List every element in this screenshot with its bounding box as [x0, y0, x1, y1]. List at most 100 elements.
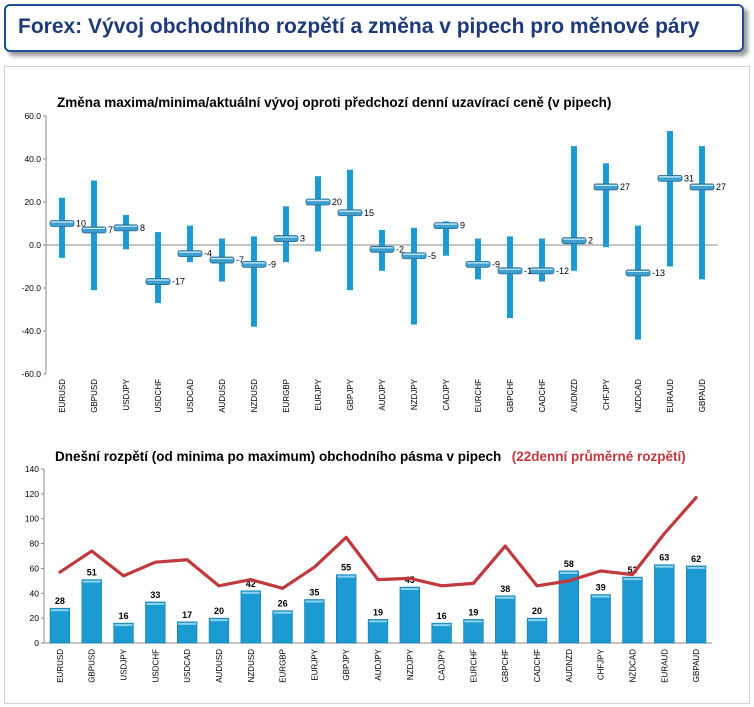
range-bar-highlight [114, 624, 133, 627]
x-tick-label: USDCHF [154, 379, 163, 412]
x-tick-label: NZDJPY [410, 378, 419, 410]
x-tick-label: NZDUSD [247, 649, 256, 683]
current-value-label: 9 [460, 221, 465, 231]
x-tick-label: EURGBP [279, 649, 288, 683]
range-bar-highlight [241, 591, 260, 594]
current-value-label: -12 [556, 266, 569, 276]
bar-chart-average-line [58, 495, 698, 590]
range-bar [347, 169, 353, 291]
range-bar [81, 579, 102, 644]
bar-value-label: 39 [596, 583, 606, 593]
bar-value-label: 45 [405, 575, 415, 585]
x-tick-label: GBPAUD [698, 379, 707, 412]
range-bar-highlight [687, 566, 705, 569]
y-tick-label: 120 [25, 489, 39, 499]
current-value-label: -7 [236, 255, 244, 265]
range-bar [558, 570, 580, 644]
x-tick-label: USDJPY [120, 648, 129, 680]
range-bar-highlight [210, 619, 228, 622]
x-tick-label: AUDJPY [378, 378, 387, 410]
bar-value-label: 63 [659, 553, 669, 563]
y-tick-label: 60.0 [24, 111, 41, 121]
range-bar [49, 607, 71, 644]
range-bar [443, 221, 449, 256]
bar-chart-x-axis: EURUSD GBPUSD USDJPY USDCHF USDCAD AUDUSD NZDU… [56, 648, 701, 682]
range-bar-highlight [400, 588, 419, 591]
y-tick-label: 80 [30, 539, 40, 549]
x-tick-label: GBPJPY [342, 648, 351, 680]
range-bar-highlight [82, 580, 101, 583]
range-bar [272, 610, 293, 644]
y-tick-label: 20 [30, 613, 40, 623]
x-tick-label: GBPUSD [88, 649, 97, 683]
range-bar [699, 146, 705, 280]
x-tick-label: AUDNZD [565, 649, 574, 683]
current-value-label: -9 [268, 259, 276, 269]
range-bar [571, 146, 577, 271]
range-bar [91, 180, 97, 291]
range-bar [367, 619, 389, 644]
x-tick-label: NZDCAD [628, 649, 637, 683]
x-tick-label: CHFJPY [602, 378, 611, 410]
bar-value-label: 33 [150, 590, 160, 600]
range-bar [635, 225, 641, 340]
bar-chart-title-main: Dnešní rozpětí (od minima po maximum) ob… [55, 449, 501, 464]
y-tick-label: -40.0 [22, 326, 42, 336]
x-tick-label: USDCHF [151, 649, 160, 682]
bar-value-label: 35 [309, 588, 319, 598]
x-tick-label: EURJPY [314, 378, 323, 410]
x-tick-label: AUDUSD [215, 649, 224, 683]
x-tick-label: GBPCHF [501, 649, 510, 682]
current-value-label: -4 [204, 249, 212, 259]
range-chart-title: Změna maxima/minima/aktuální vývoj oprot… [57, 95, 611, 110]
bar-value-label: 55 [341, 563, 351, 573]
bar-value-label: 42 [246, 579, 256, 589]
current-value-label: 27 [716, 182, 726, 192]
bar-value-label: 16 [437, 611, 447, 621]
x-tick-label: NZDJPY [406, 648, 415, 680]
page-title: Forex: Vývoj obchodního rozpětí a změna … [18, 15, 700, 38]
range-bar-highlight [432, 624, 451, 627]
bar-value-label: 16 [119, 611, 129, 621]
range-bar [145, 601, 166, 644]
bar-value-label: 20 [532, 606, 542, 616]
range-bar [240, 590, 261, 644]
current-value-label: 2 [588, 236, 593, 246]
range-bar [603, 163, 609, 248]
x-tick-label: CHFJPY [597, 648, 606, 680]
bar-value-label: 58 [564, 559, 574, 569]
x-tick-label: NZDCAD [634, 379, 643, 413]
range-bar-highlight [528, 619, 546, 622]
bar-value-label: 51 [87, 568, 97, 578]
current-value-label: 15 [364, 208, 374, 218]
current-value-label: 10 [76, 219, 86, 229]
range-bar [590, 594, 611, 644]
x-tick-label: CADCHF [538, 379, 547, 412]
range-bar-highlight [655, 565, 674, 568]
range-bar-highlight [369, 620, 387, 623]
x-tick-label: AUDNZD [570, 379, 579, 413]
range-bar-highlight [273, 611, 292, 614]
x-tick-label: USDCAD [183, 649, 192, 683]
range-bar [176, 621, 198, 644]
bar-value-label: 62 [691, 554, 701, 564]
bar-chart: Dnešní rozpětí (od minima po maximum) ob… [25, 449, 712, 683]
bar-value-label: 28 [55, 596, 65, 606]
x-tick-label: NZDUSD [250, 379, 259, 413]
range-bar [304, 599, 325, 644]
range-bar [208, 617, 230, 644]
x-tick-label: GBPAUD [692, 649, 701, 682]
range-bar-highlight [305, 600, 324, 603]
range-chart: Změna maxima/minima/aktuální vývoj oprot… [22, 95, 726, 413]
page-header: Forex: Vývoj obchodního rozpětí a změna … [4, 4, 744, 52]
x-tick-label: EURAUD [660, 649, 669, 683]
range-bar [507, 236, 513, 319]
current-value-label: 8 [140, 223, 145, 233]
y-tick-label: 20.0 [24, 197, 41, 207]
range-bar-highlight [623, 578, 642, 581]
y-tick-label: 100 [25, 514, 39, 524]
range-chart-x-axis: EURUSD GBPUSD USDJPY USDCHF USDCAD AUDUSD NZDU… [58, 378, 707, 412]
x-tick-label: EURCHF [474, 379, 483, 412]
x-tick-label: EURCHF [469, 649, 478, 682]
